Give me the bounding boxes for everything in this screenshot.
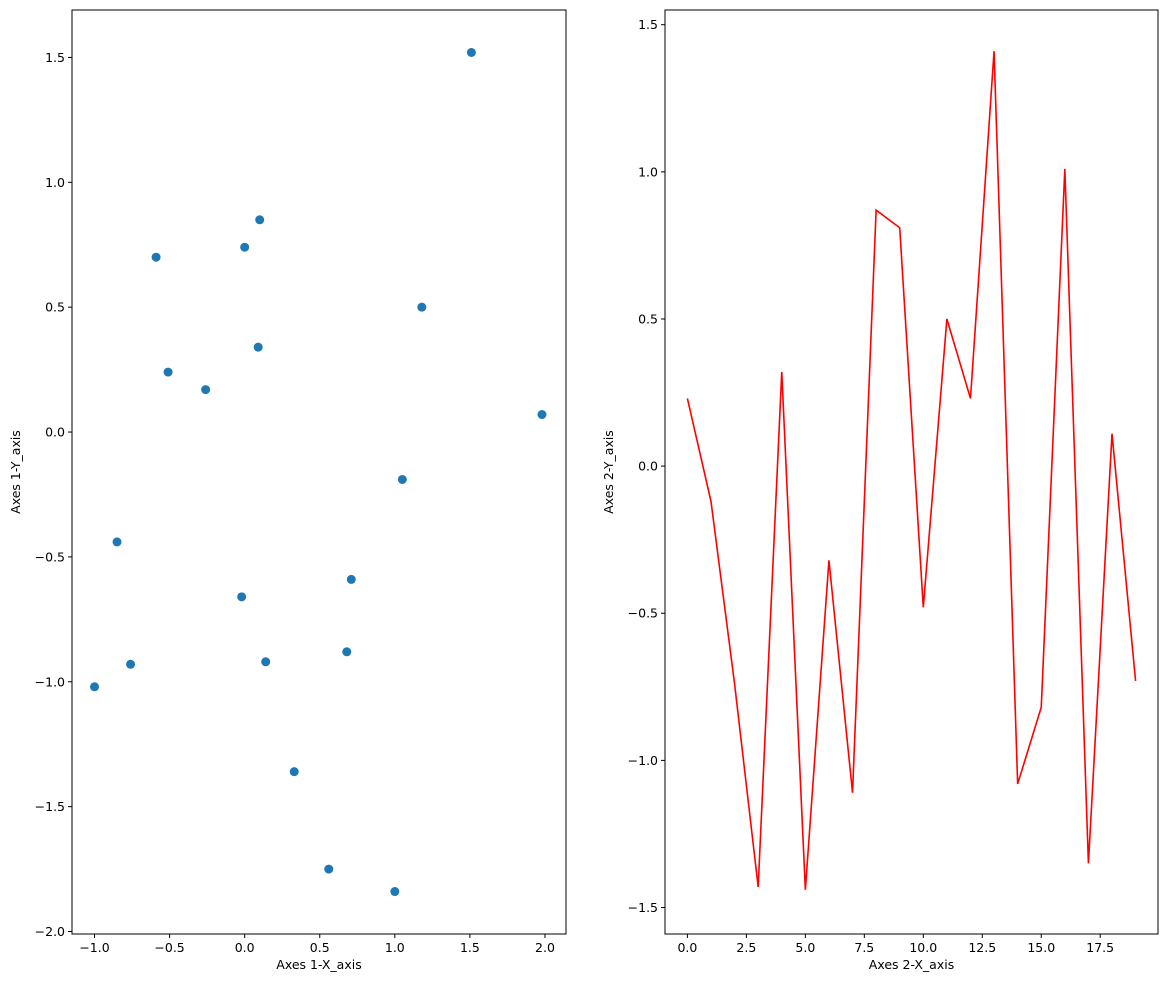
axes-1-x-tick-label: −1.0 <box>79 940 109 955</box>
axes-1-scatter-point <box>90 682 100 692</box>
axes-1-y-tick-label: 1.0 <box>45 175 65 190</box>
axes-1-scatter-point <box>346 574 356 584</box>
axes-1-scatter-point <box>112 537 122 547</box>
axes-1-scatter-point <box>163 367 173 377</box>
axes-1-scatter-point <box>289 767 299 777</box>
axes-2-y-tick-label: −0.5 <box>628 606 658 621</box>
axes-2-y-tick-label: 0.5 <box>638 311 658 326</box>
axes-2-x-tick-label: 12.5 <box>968 940 996 955</box>
axes-1-y-tick-label: −0.5 <box>35 549 65 564</box>
axes-1-scatter-point <box>237 592 247 602</box>
axes-1-x-tick-label: 1.0 <box>385 940 405 955</box>
axes-1-scatter-point <box>342 647 352 657</box>
axes-1-scatter-point <box>537 410 547 420</box>
axes-2-x-axis-label: Axes 2-X_axis <box>869 957 954 972</box>
axes-2-x-tick-label: 0.0 <box>677 940 697 955</box>
axes-1-y-tick-label: −1.5 <box>35 799 65 814</box>
axes-1-scatter-point <box>261 657 271 667</box>
axes-1-x-tick-label: 0.0 <box>235 940 255 955</box>
axes-2-y-tick-label: −1.5 <box>628 900 658 915</box>
axes-2-x-tick-label: 5.0 <box>795 940 815 955</box>
axes-1-y-axis-label: Axes 1-Y_axis <box>8 430 23 514</box>
axes-1-x-tick-label: 2.0 <box>535 940 555 955</box>
axes-1-x-tick-label: −0.5 <box>154 940 184 955</box>
axes-1-scatter-point <box>253 342 263 352</box>
axes-1-x-tick-label: 1.5 <box>460 940 480 955</box>
axes-1-scatter-point <box>466 47 476 57</box>
axes-1-scatter-point <box>397 474 407 484</box>
axes-1-y-tick-label: 0.5 <box>45 300 65 315</box>
axes-2-y-tick-label: 1.0 <box>638 164 658 179</box>
axes-1-scatter-point <box>255 215 265 225</box>
axes-2-x-tick-label: 15.0 <box>1027 940 1055 955</box>
axes-2-x-tick-label: 2.5 <box>736 940 756 955</box>
axes-1-y-tick-label: −2.0 <box>35 924 65 939</box>
axes-1-scatter-plot: −1.0 −0.5 0.0 0.5 1.0 1.5 2.0 −2.0 −1.5 −1.0 −0.5 0… <box>8 9 567 972</box>
axes-1-scatter-point <box>126 659 136 669</box>
axes-2-y-tick-label: −1.0 <box>628 753 658 768</box>
axes-1-scatter-point <box>324 864 334 874</box>
axes-1-scatter-point <box>201 385 211 395</box>
axes-1-scatter-point <box>240 242 250 252</box>
axes-2-y-tick-label: 1.5 <box>638 17 658 32</box>
axes-2-x-tick-label: 10.0 <box>909 940 937 955</box>
axes-2-y-tick-label: 0.0 <box>638 459 658 474</box>
axes-2-x-tick-label: 17.5 <box>1086 940 1114 955</box>
axes-1-frame <box>71 9 567 935</box>
axes-1-scatter-point <box>151 252 161 262</box>
axes-1-y-tick-label: 0.0 <box>45 425 65 440</box>
axes-2-y-axis-label: Axes 2-Y_axis <box>601 430 616 514</box>
axes-1-scatter-point <box>390 887 400 897</box>
axes-1-y-tick-label: 1.5 <box>45 50 65 65</box>
axes-1-scatter-point <box>417 302 427 312</box>
axes-1-y-tick-label: −1.0 <box>35 674 65 689</box>
axes-2-series-line <box>686 51 1137 890</box>
axes-1-x-axis-label: Axes 1-X_axis <box>276 957 361 972</box>
axes-2-line-plot: 0.0 2.5 5.0 7.5 10.0 12.5 15.0 17.5 −1.5 −1.0 −0.5… <box>601 9 1159 972</box>
axes-1-x-tick-label: 0.5 <box>310 940 330 955</box>
axes-2-x-tick-label: 7.5 <box>854 940 874 955</box>
axes-2-frame <box>664 9 1159 935</box>
